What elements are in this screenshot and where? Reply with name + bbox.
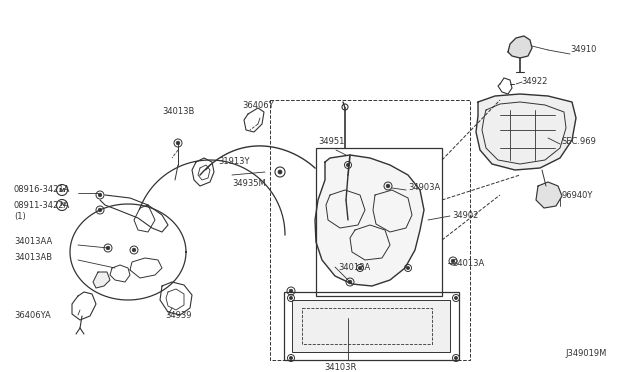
Circle shape bbox=[358, 266, 362, 270]
Text: 34951: 34951 bbox=[318, 138, 344, 147]
Circle shape bbox=[98, 208, 102, 212]
Text: 34935M: 34935M bbox=[232, 179, 266, 187]
Text: (1): (1) bbox=[14, 212, 26, 221]
Circle shape bbox=[386, 184, 390, 188]
Text: 08911-3422A: 08911-3422A bbox=[14, 201, 70, 209]
Circle shape bbox=[289, 296, 292, 299]
Text: M: M bbox=[59, 187, 65, 192]
Circle shape bbox=[132, 248, 136, 252]
Polygon shape bbox=[508, 36, 532, 58]
Circle shape bbox=[98, 193, 102, 197]
Polygon shape bbox=[315, 155, 424, 286]
Bar bbox=[316, 148, 442, 296]
Text: J349019M: J349019M bbox=[565, 349, 606, 357]
Text: 34013A: 34013A bbox=[452, 259, 484, 267]
Bar bbox=[302, 308, 432, 344]
Text: 34939: 34939 bbox=[165, 311, 191, 321]
Polygon shape bbox=[476, 94, 576, 170]
Circle shape bbox=[451, 259, 455, 263]
Bar bbox=[270, 100, 470, 360]
Text: 34903A: 34903A bbox=[408, 183, 440, 192]
Polygon shape bbox=[93, 272, 110, 288]
Circle shape bbox=[176, 141, 180, 145]
Text: 31913Y: 31913Y bbox=[218, 157, 250, 167]
Circle shape bbox=[454, 296, 458, 299]
Text: 96940Y: 96940Y bbox=[562, 192, 593, 201]
Text: 08916-3421A: 08916-3421A bbox=[14, 186, 70, 195]
Text: N: N bbox=[60, 202, 65, 208]
Circle shape bbox=[454, 356, 458, 360]
Text: SEC.969: SEC.969 bbox=[562, 138, 597, 147]
Text: 34013A: 34013A bbox=[338, 263, 371, 273]
Text: 34013AA: 34013AA bbox=[14, 237, 52, 247]
Circle shape bbox=[406, 266, 410, 270]
Circle shape bbox=[289, 289, 293, 293]
Circle shape bbox=[346, 163, 349, 167]
Text: 36406YA: 36406YA bbox=[14, 311, 51, 321]
Text: 34902: 34902 bbox=[452, 212, 478, 221]
Text: 34103R: 34103R bbox=[324, 363, 356, 372]
Text: 34013B: 34013B bbox=[162, 108, 194, 116]
Circle shape bbox=[275, 167, 285, 177]
Circle shape bbox=[106, 246, 110, 250]
Bar bbox=[284, 292, 459, 360]
Bar bbox=[292, 300, 450, 352]
Polygon shape bbox=[536, 182, 562, 208]
Text: 34013AB: 34013AB bbox=[14, 253, 52, 263]
Circle shape bbox=[289, 356, 292, 360]
Circle shape bbox=[348, 280, 352, 284]
Text: 34910: 34910 bbox=[570, 45, 596, 55]
Text: 36406Y: 36406Y bbox=[242, 100, 274, 109]
Circle shape bbox=[278, 170, 282, 174]
Text: 34922: 34922 bbox=[521, 77, 547, 87]
